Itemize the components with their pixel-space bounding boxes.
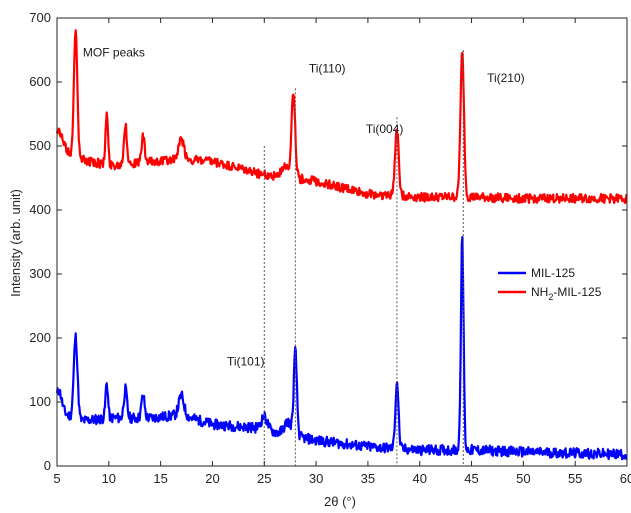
x-tick-label: 25 xyxy=(257,471,271,486)
peak-annotation: Ti(101) xyxy=(227,355,265,369)
legend-label-nh2mil125: NH2-MIL-125 xyxy=(531,285,602,302)
x-tick-label: 50 xyxy=(516,471,530,486)
y-tick-label: 500 xyxy=(29,138,51,153)
y-tick-label: 0 xyxy=(44,458,51,473)
y-tick-label: 700 xyxy=(29,10,51,25)
x-tick-label: 45 xyxy=(464,471,478,486)
x-tick-label: 55 xyxy=(568,471,582,486)
y-tick-label: 400 xyxy=(29,202,51,217)
annotations: MOF peaks Ti(110) Ti(004) Ti(210) Ti(101) xyxy=(83,45,525,368)
x-axis-title: 2θ (°) xyxy=(324,494,356,509)
peak-annotation: Ti(004) xyxy=(366,122,404,136)
legend-label-mil125: MIL-125 xyxy=(531,266,575,280)
series-line-mil125 xyxy=(55,235,628,461)
y-tick-label: 300 xyxy=(29,266,51,281)
axes xyxy=(56,17,628,467)
peak-annotation: Ti(110) xyxy=(309,61,346,75)
y-tick-label: 200 xyxy=(29,330,51,345)
y-tick-label: 100 xyxy=(29,394,51,409)
series-layer xyxy=(55,29,628,461)
x-tick-label: 10 xyxy=(102,471,116,486)
x-tick-label: 5 xyxy=(53,471,60,486)
x-tick-label: 30 xyxy=(309,471,323,486)
x-tick-label: 35 xyxy=(361,471,375,486)
y-tick-label: 600 xyxy=(29,74,51,89)
legend: MIL-125 NH2-MIL-125 xyxy=(498,266,602,302)
x-tick-label: 60 xyxy=(620,471,631,486)
peak-annotation: MOF peaks xyxy=(83,45,145,59)
x-tick-label: 20 xyxy=(205,471,219,486)
peak-annotation: Ti(210) xyxy=(487,71,525,85)
x-tick-label: 40 xyxy=(412,471,426,486)
plot-frame xyxy=(56,17,628,467)
x-tick-label: 15 xyxy=(153,471,167,486)
ticks: 5 10 15 20 25 30 35 40 45 50 55 6001002003004005006… xyxy=(29,10,631,486)
y-axis-title: Intensity (arb. unit) xyxy=(8,189,23,297)
series-line-nh2-mil125 xyxy=(55,29,628,205)
reference-lines xyxy=(263,50,464,466)
